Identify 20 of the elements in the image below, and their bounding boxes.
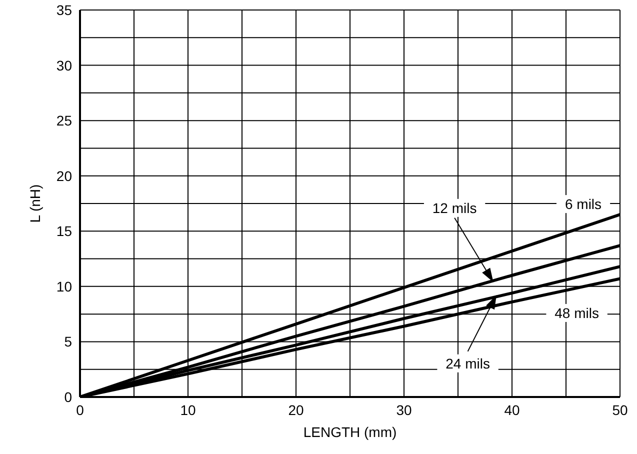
annotation: 12 mils [432, 200, 477, 216]
y-tick-label: 5 [64, 334, 72, 350]
x-tick-label: 0 [76, 402, 84, 418]
y-tick-label: 0 [64, 388, 72, 405]
y-axis-title: L (nH) [26, 184, 43, 223]
y-tick-label: 10 [56, 278, 72, 294]
y-tick-label: 25 [56, 112, 72, 129]
y-tick-label: 15 [56, 223, 72, 240]
x-axis-title: LENGTH (mm) [303, 424, 397, 440]
x-tick-label: 30 [396, 402, 412, 418]
x-tick-label: 10 [180, 402, 196, 418]
y-tick-label: 20 [56, 168, 72, 184]
annotation: 48 mils [554, 304, 599, 321]
x-tick-label: 40 [504, 402, 520, 418]
x-tick-label: 20 [288, 402, 304, 418]
x-tick-label: 50 [612, 402, 628, 418]
annotation: 24 mils [446, 355, 490, 372]
y-tick-label: 30 [56, 57, 72, 74]
annotation: 6 mils [565, 196, 602, 212]
y-tick-label: 35 [56, 2, 72, 18]
